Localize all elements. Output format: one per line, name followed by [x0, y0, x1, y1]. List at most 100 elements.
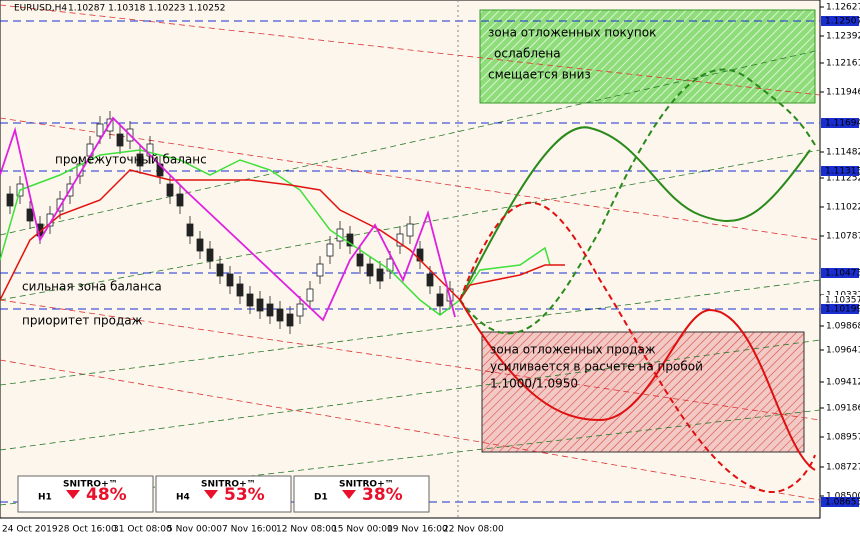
candle	[356, 253, 364, 267]
price-label: 1.12161	[826, 59, 860, 69]
candle	[106, 118, 114, 132]
candle	[76, 163, 84, 177]
widget-percent: 48%	[86, 485, 127, 505]
candle	[436, 293, 444, 307]
trend-line	[0, 339, 821, 451]
trend-line	[0, 359, 821, 501]
time-label: 12 Nov 08:00	[276, 525, 337, 535]
price-level-box	[821, 497, 859, 507]
price-level: 1.10473	[825, 269, 860, 279]
price-level-box	[821, 16, 859, 26]
price-level: 1.10357	[825, 296, 860, 306]
cloud-line	[0, 169, 565, 302]
candle	[136, 153, 144, 167]
candle	[166, 183, 174, 197]
candle	[266, 303, 274, 317]
candle	[96, 123, 104, 137]
candle	[246, 293, 254, 307]
widget-brand: SNITRO+™	[201, 480, 256, 490]
widget-brand: SNITRO+™	[63, 480, 118, 490]
forecast	[459, 126, 811, 301]
price-label: 1.08727	[826, 463, 860, 473]
symbol: EURUSD,H4	[14, 4, 67, 14]
price-label: 1.11252	[826, 174, 860, 184]
candle	[6, 193, 14, 207]
price-label: 1.09868	[826, 322, 860, 332]
zone-text: ослаблена	[494, 47, 561, 61]
price-label: 1.11482	[826, 148, 860, 158]
widget	[155, 475, 292, 513]
candle	[406, 223, 414, 237]
price-level-box	[821, 295, 859, 305]
price-label: 1.09186	[826, 404, 860, 414]
trend-line	[0, 149, 821, 301]
widget-brand: SNITRO+™	[339, 480, 394, 490]
price-label: 1.10787	[826, 232, 860, 242]
time-label: 22 Nov 08:00	[443, 525, 504, 535]
annotation: приоритет продаж	[22, 314, 143, 328]
widget-arrow	[342, 490, 356, 499]
widget-timeframe: H1	[38, 493, 52, 503]
time-label: 19 Nov 16:00	[387, 525, 448, 535]
price-level: 1.10199	[825, 305, 860, 315]
candle	[396, 233, 404, 247]
widget-percent: 53%	[224, 485, 265, 505]
widget-percent: 38%	[362, 485, 403, 505]
cloud-line	[0, 149, 551, 316]
price-level-box	[821, 118, 859, 128]
candle	[216, 263, 224, 277]
time-label: 28 Oct 16:00	[58, 525, 117, 535]
drawings	[0, 0, 821, 518]
candle	[286, 313, 294, 327]
candle	[316, 263, 324, 277]
price-label: 1.09412	[826, 378, 860, 388]
widget-timeframe: H4	[176, 493, 190, 503]
trend-line	[0, 409, 821, 506]
price-label: 1.08957	[826, 433, 860, 443]
trend-line	[0, 117, 821, 241]
candle	[346, 233, 354, 247]
widget-arrow	[66, 490, 80, 499]
time-label: 5 Nov 00:00	[167, 525, 222, 535]
candle	[236, 283, 244, 297]
candle	[296, 303, 304, 317]
trend-line	[0, 4, 821, 96]
candle	[226, 273, 234, 287]
forecast	[459, 202, 816, 493]
candle	[376, 268, 384, 282]
candle	[186, 223, 194, 237]
forecast	[459, 299, 816, 471]
candle	[26, 208, 34, 222]
zone-text: 1.1000/1.0950	[490, 377, 578, 391]
trend-line	[0, 49, 821, 236]
widget	[17, 475, 154, 513]
zone-text: усиливается в расчете на пробой	[490, 360, 703, 374]
widget-timeframe: D1	[314, 493, 328, 503]
zone-text: смещается вниз	[488, 68, 591, 82]
trend-line	[0, 279, 821, 386]
annotation: сильная зона баланса	[22, 280, 162, 294]
candle	[196, 238, 204, 252]
price-label: 1.12392	[826, 32, 860, 42]
zone-text: зона отложенных покупок	[488, 26, 656, 40]
price-label: 1.11946	[826, 88, 860, 98]
price-label: 1.09641	[826, 346, 860, 356]
candle	[206, 248, 214, 262]
price-level: 1.11313	[825, 167, 860, 177]
candle	[116, 133, 124, 147]
price-level: 1.12507	[825, 17, 860, 27]
price-label: 1.12627	[826, 3, 860, 13]
price-label: 1.08500	[826, 492, 860, 502]
candle	[326, 243, 334, 257]
price-level-box	[821, 166, 859, 176]
price-label: 1.11022	[826, 203, 860, 213]
time-label: 7 Nov 16:00	[222, 525, 277, 535]
time-label: 15 Nov 00:00	[332, 525, 393, 535]
forecast	[459, 68, 816, 335]
ohlc: 1.10287 1.10318 1.10223 1.10252	[68, 4, 225, 14]
price-level-box	[821, 304, 859, 314]
candle	[366, 263, 374, 277]
candle	[256, 298, 264, 312]
candle	[176, 193, 184, 207]
widget-arrow	[204, 490, 218, 499]
